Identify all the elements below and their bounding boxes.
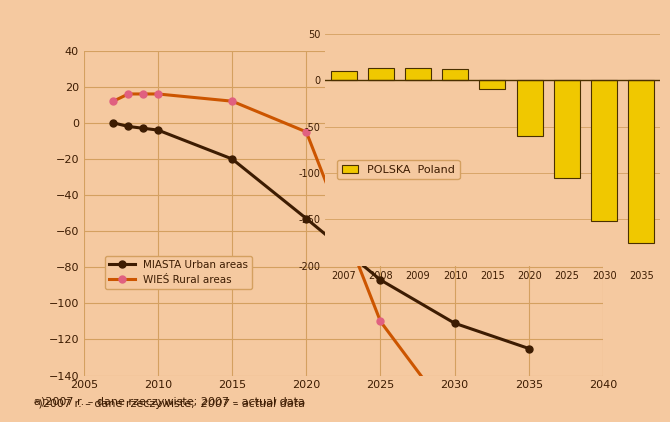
MIASTA Urban areas: [139, 126, 147, 131]
Text: 2007 – actual data: 2007 – actual data: [201, 399, 306, 409]
MIASTA Urban areas: [525, 346, 533, 351]
Bar: [517, 80, 543, 136]
Bar: [591, 80, 617, 221]
Bar: [330, 71, 356, 80]
WIEŚ Rural areas: [139, 92, 147, 97]
Bar: [405, 68, 431, 80]
Bar: [442, 69, 468, 80]
Legend: MIASTA Urban areas, WIEŚ Rural areas: MIASTA Urban areas, WIEŚ Rural areas: [105, 256, 252, 289]
MIASTA Urban areas: [377, 277, 385, 282]
WIEŚ Rural areas: [228, 99, 236, 104]
MIASTA Urban areas: [228, 157, 236, 162]
WIEŚ Rural areas: [451, 418, 459, 422]
MIASTA Urban areas: [124, 124, 132, 129]
MIASTA Urban areas: [302, 216, 310, 221]
Bar: [480, 80, 505, 89]
Bar: [368, 68, 394, 80]
WIEŚ Rural areas: [302, 129, 310, 134]
Line: WIEŚ Rural areas: WIEŚ Rural areas: [110, 90, 532, 422]
Line: MIASTA Urban areas: MIASTA Urban areas: [110, 119, 532, 352]
Bar: [554, 80, 580, 178]
MIASTA Urban areas: [109, 120, 117, 125]
Text: a)2007 r. – dane rzeczywiste; 2007 – actual data: a)2007 r. – dane rzeczywiste; 2007 – act…: [34, 397, 304, 407]
MIASTA Urban areas: [154, 127, 162, 133]
Bar: [628, 80, 655, 243]
Legend: POLSKA  Poland: POLSKA Poland: [337, 160, 460, 179]
MIASTA Urban areas: [451, 321, 459, 326]
WIEŚ Rural areas: [154, 92, 162, 97]
WIEŚ Rural areas: [109, 99, 117, 104]
WIEŚ Rural areas: [377, 319, 385, 324]
Text: ᵃ)2007 r. – dane rzeczywiste;: ᵃ)2007 r. – dane rzeczywiste;: [34, 399, 198, 409]
WIEŚ Rural areas: [124, 92, 132, 97]
